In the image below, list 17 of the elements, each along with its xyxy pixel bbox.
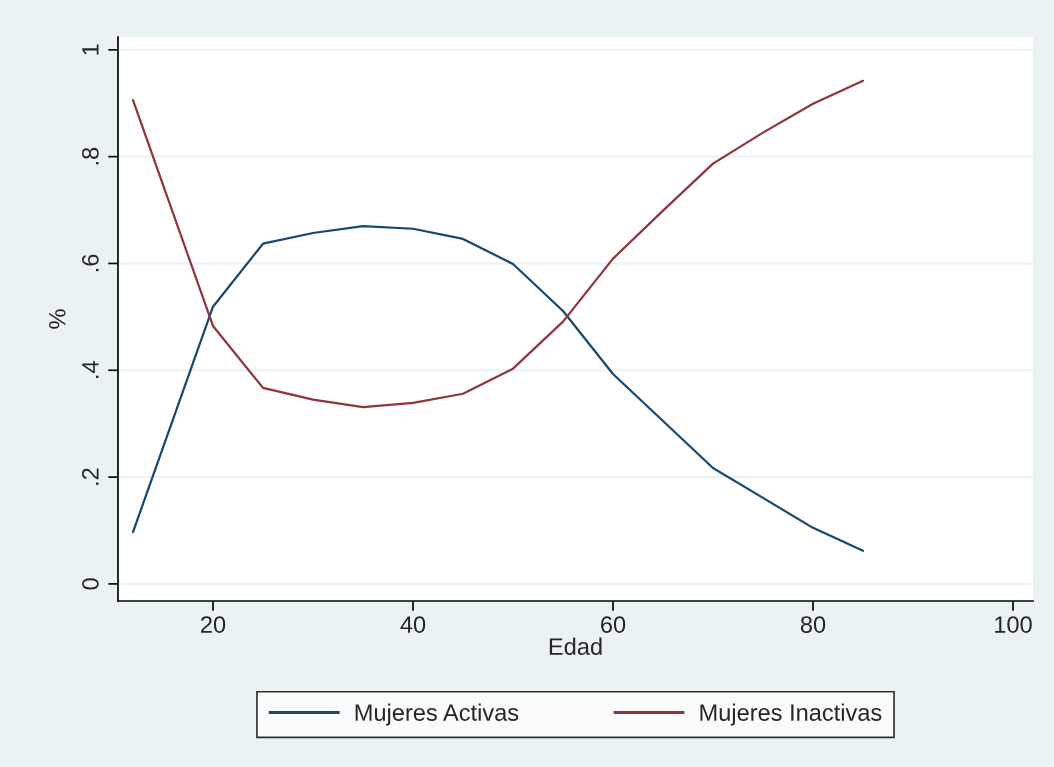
y-tick-label: 1 [82, 44, 99, 55]
legend-label: Mujeres Inactivas [700, 703, 882, 726]
legend-label: Mujeres Activas [355, 703, 519, 726]
x-tick-label: 20 [201, 616, 226, 633]
x-axis-title: Edad [549, 637, 602, 655]
x-tick-label: 100 [995, 616, 1032, 633]
x-tick-label: 80 [800, 616, 826, 633]
y-tick-label: .2 [82, 468, 99, 485]
y-tick-label: .6 [82, 254, 99, 272]
y-tick-label: .4 [82, 361, 99, 378]
y-tick-label: .8 [82, 147, 99, 165]
x-tick-label: 60 [601, 616, 626, 633]
y-tick-label: 0 [82, 578, 99, 590]
line-series [131, 224, 865, 552]
y-axis-title: % [49, 309, 66, 329]
x-tick-label: 40 [400, 616, 426, 633]
line-series [131, 79, 865, 409]
